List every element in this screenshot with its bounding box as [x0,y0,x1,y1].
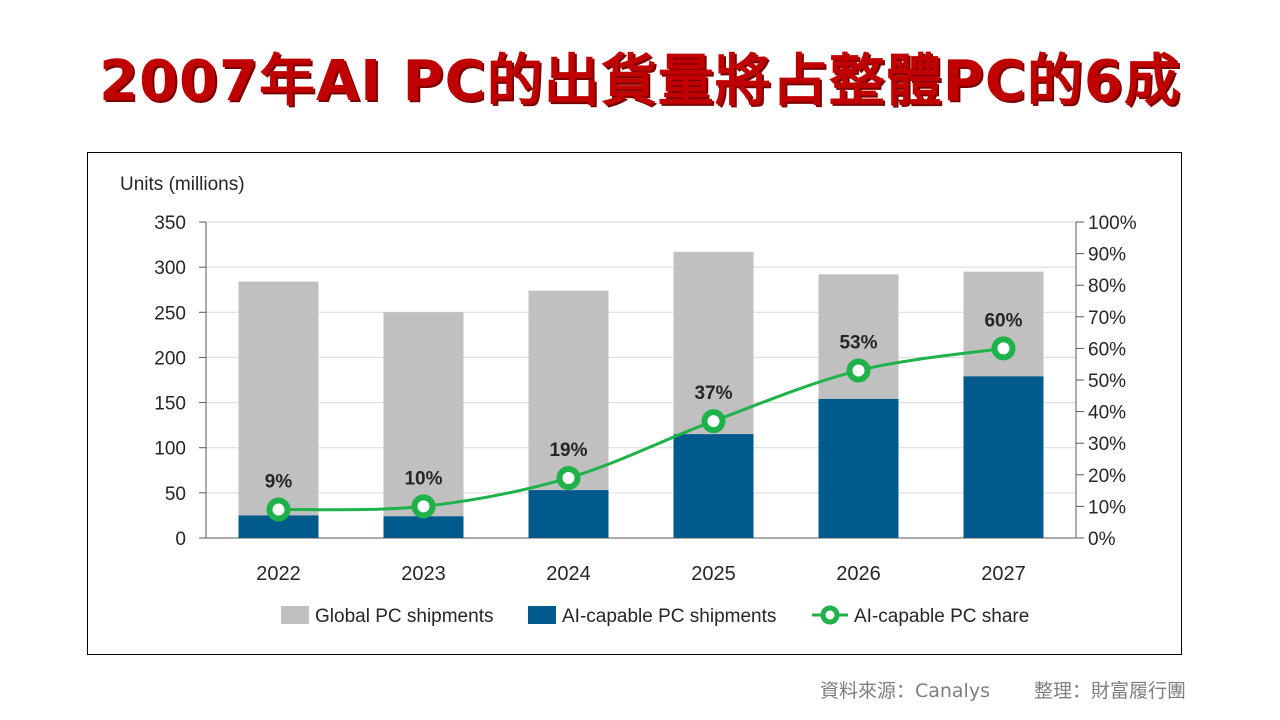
share-point [701,409,726,434]
compiled-label: 整理：財富履行團 [1033,680,1186,702]
bar-ai-capable-pc-shipments [963,376,1044,538]
y-tick-label: 300 [154,258,186,279]
y2-tick-label: 20% [1088,466,1126,487]
y2-tick-label: 90% [1088,245,1126,266]
y2-tick-label: 10% [1088,497,1126,518]
y-tick-label: 200 [154,348,186,369]
legend-label-share: AI-capable PC share [854,606,1029,627]
share-point [846,358,871,383]
y-tick-label: 150 [154,394,186,415]
y2-tick-label: 70% [1088,308,1126,329]
bar-ai-capable-pc-shipments [238,515,319,538]
legend-swatch-ai [528,606,556,624]
share-data-label: 19% [549,440,587,461]
share-point [991,336,1016,361]
x-tick-label: 2023 [401,563,446,585]
bar-ai-capable-pc-shipments [528,490,609,538]
share-data-label: 10% [404,468,442,489]
y2-tick-label: 100% [1088,213,1137,234]
share-line [278,346,1004,512]
legend-swatch-share-marker [820,605,840,625]
legend-label-ai: AI-capable PC shipments [562,606,776,627]
legend-swatch-global [281,606,309,624]
chart-canvas: 0 50 100 150 200 250 300 350 0% 10% 20% 30% 40% 50% 60… [120,174,1137,627]
y2-tick-label: 0% [1088,529,1116,550]
share-point [556,465,581,490]
x-tick-label: 2024 [546,563,591,585]
slide-title: 2007年AI PC的出貨量將占整體PC的6成 [99,49,1181,114]
legend-label-global: Global PC shipments [315,606,493,627]
bar-global-pc-shipments [238,281,319,538]
share-data-label: 60% [984,310,1022,331]
share-data-label: 9% [265,472,293,493]
y-tick-label: 0 [175,529,186,550]
bar-ai-capable-pc-shipments [673,434,754,538]
bar-ai-capable-pc-shipments [383,516,464,538]
footer: 資料來源：Canalys 整理：財富履行團 [820,676,1186,703]
share-data-label: 37% [694,383,732,404]
y2-tick-label: 50% [1088,371,1126,392]
x-tick-label: 2025 [691,563,736,585]
y-tick-label: 250 [154,303,186,324]
x-tick-label: 2022 [256,563,301,585]
share-data-label: 53% [839,333,877,354]
y-tick-label: 50 [165,484,186,505]
y-axis-title: Units (millions) [120,174,245,195]
source-label: 資料來源：Canalys [819,680,990,702]
bar-ai-capable-pc-shipments [818,398,899,538]
y-tick-label: 350 [154,213,186,234]
share-point [411,494,436,519]
x-tick-label: 2026 [836,563,881,585]
y-tick-label: 100 [154,439,186,460]
x-tick-label: 2027 [981,563,1026,585]
y2-tick-label: 30% [1088,434,1126,455]
y2-tick-label: 40% [1088,403,1126,424]
chart-frame: 0 50 100 150 200 250 300 350 0% 10% 20% 30% 40% 50% 60… [87,152,1182,655]
share-point [266,497,291,522]
y2-tick-label: 60% [1088,339,1126,360]
y2-tick-label: 80% [1088,276,1126,297]
